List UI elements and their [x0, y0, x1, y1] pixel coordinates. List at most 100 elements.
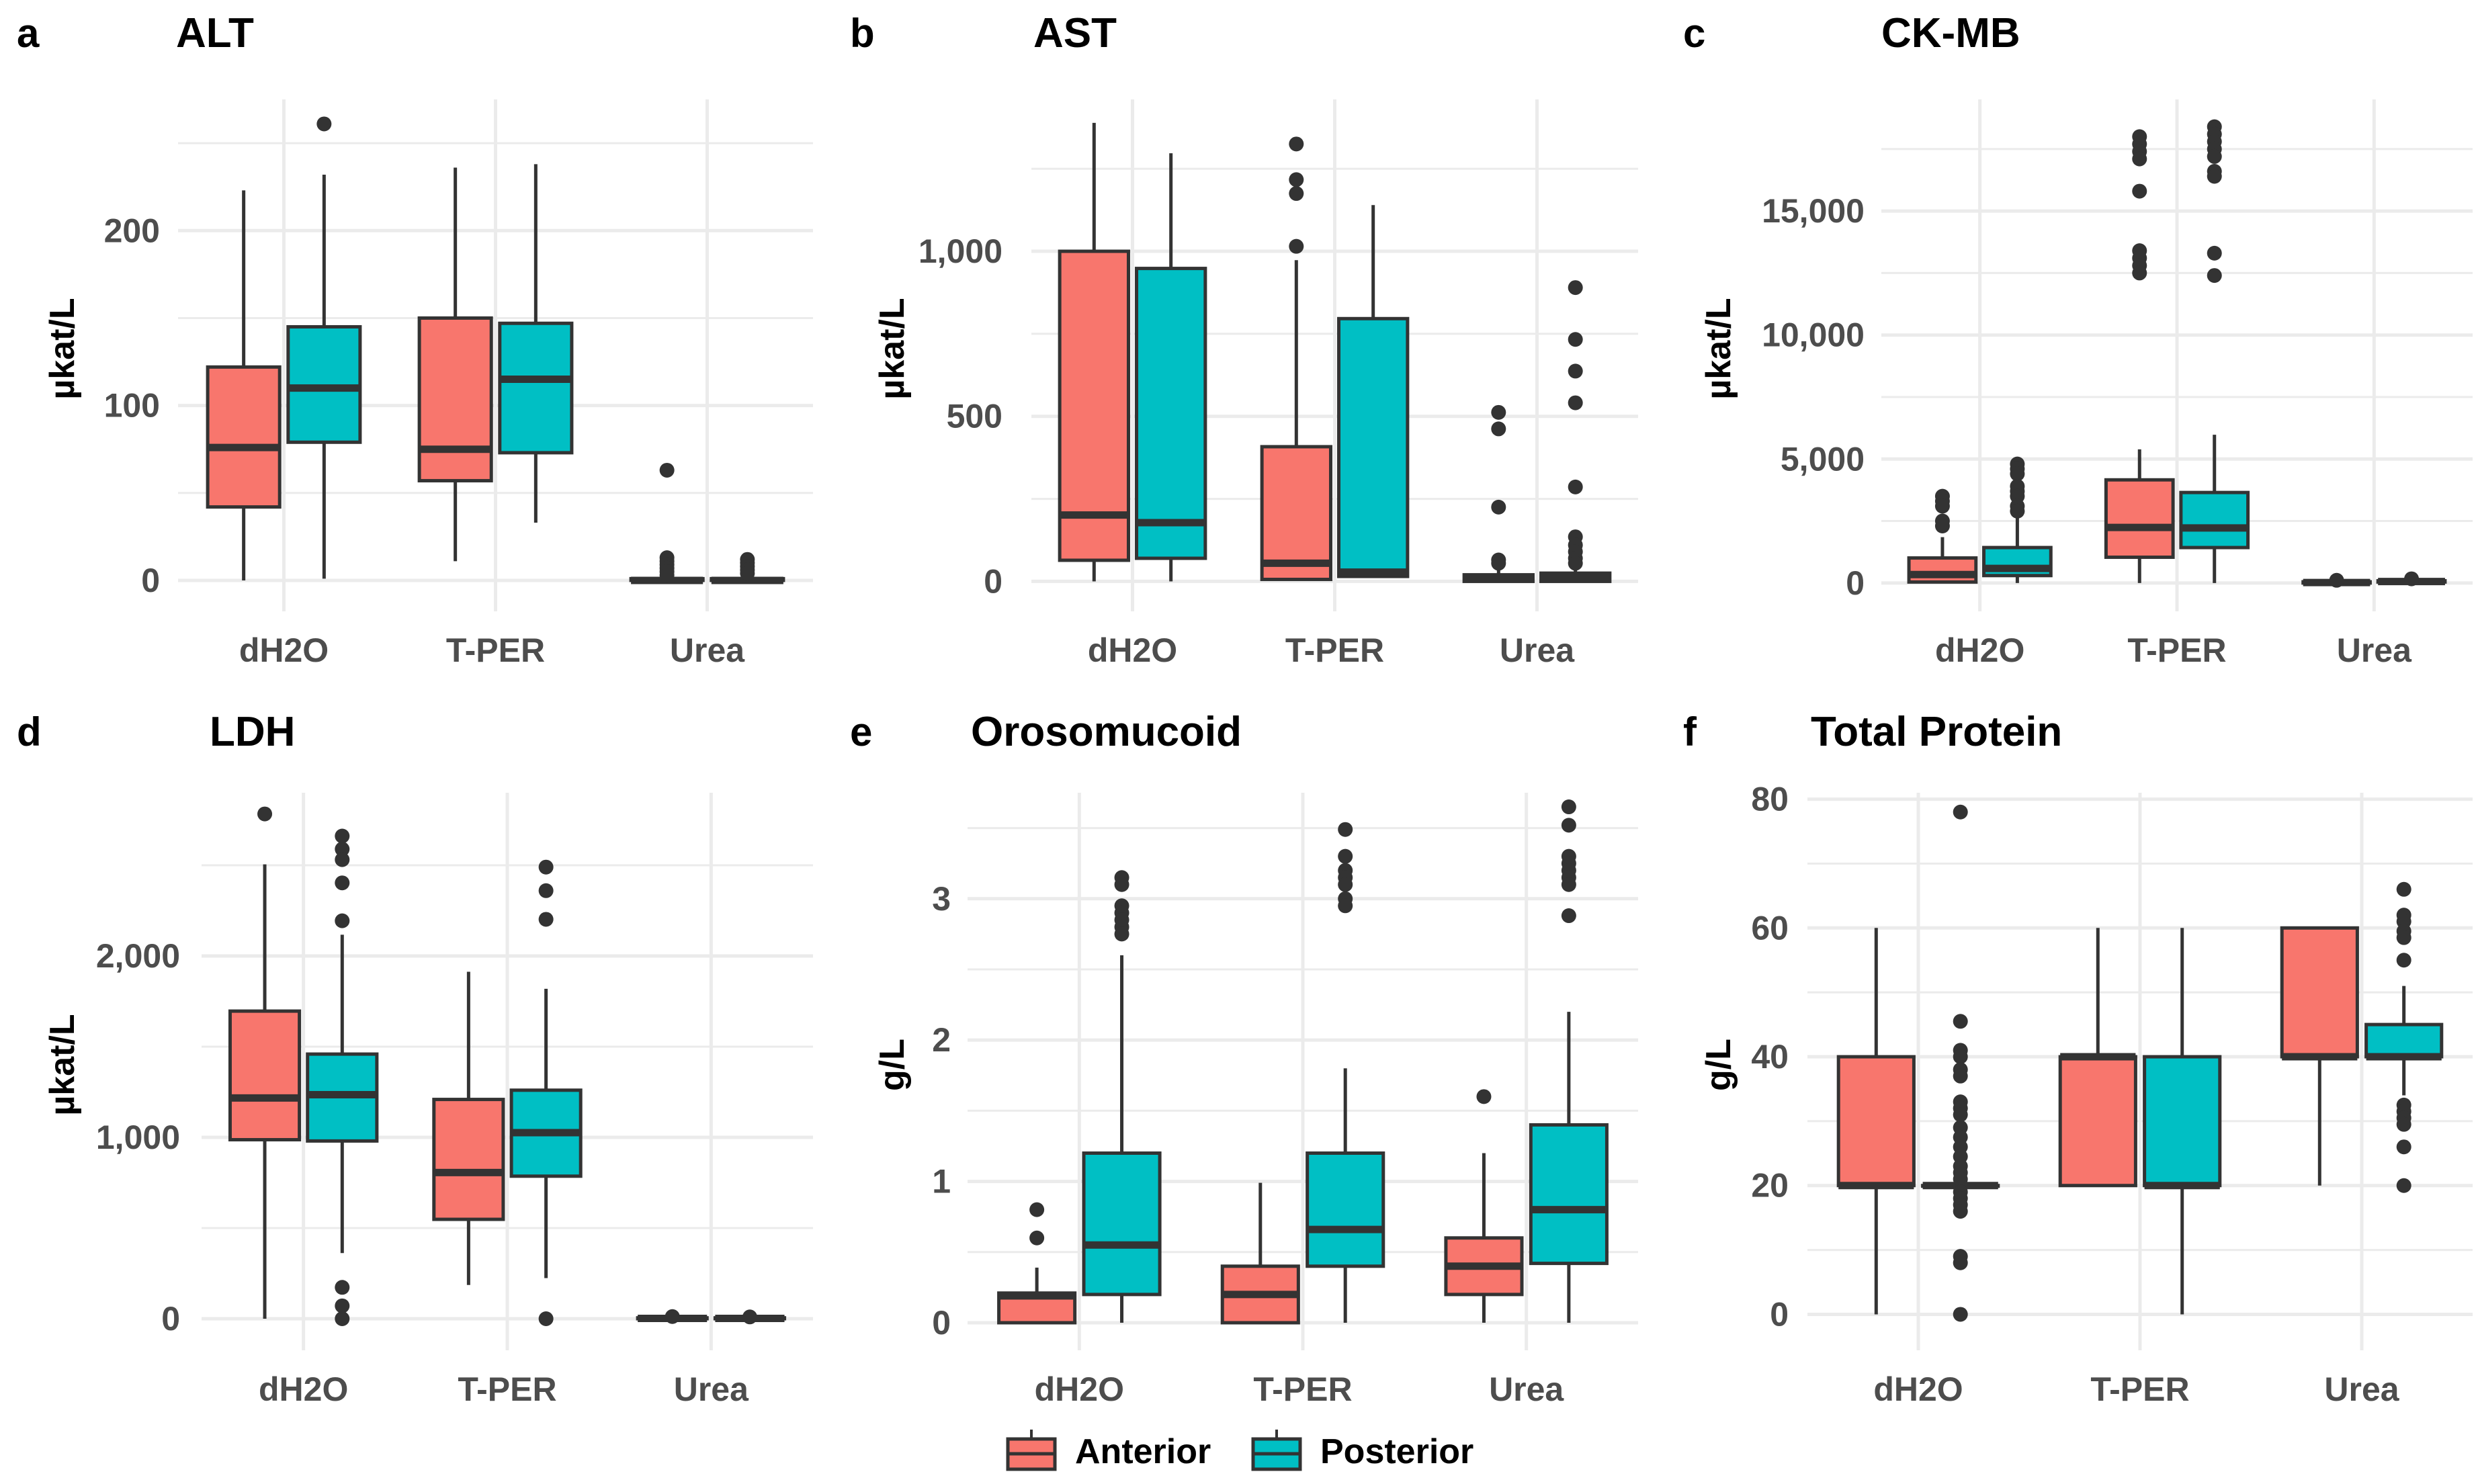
outlier-point — [1476, 1089, 1492, 1104]
box-iqr — [1082, 1151, 1162, 1297]
outlier-point — [1568, 395, 1583, 410]
panel-letter: d — [17, 709, 42, 754]
outlier-point — [335, 875, 350, 891]
box-anterior-dh2o — [206, 190, 282, 580]
box-posterior-t-per — [509, 859, 583, 1326]
outlier-point — [335, 841, 350, 857]
y-tick-label: 10,000 — [1762, 316, 1865, 354]
box-posterior-urea — [713, 1309, 787, 1325]
box-posterior-t-per — [2143, 928, 2222, 1315]
box-iqr — [1306, 1151, 1385, 1268]
outlier-point — [1561, 877, 1576, 892]
y-tick-label: 0 — [984, 562, 1002, 600]
outlier-point — [1568, 280, 1583, 296]
panel-title: Total Protein — [1811, 709, 2062, 755]
box-posterior-t-per — [2179, 119, 2250, 583]
outlier-point — [1953, 1107, 1968, 1123]
box-iqr — [2058, 1055, 2137, 1188]
y-tick-label: 0 — [141, 562, 160, 599]
y-axis-label: g/L — [1699, 1039, 1738, 1091]
panel-c: c CK-MB 0 5,000 10,000 15,000 dH2O T-PER Urea µka… — [1683, 10, 2473, 669]
y-tick-label: 0 — [932, 1304, 951, 1342]
y-tick-label: 100 — [104, 387, 160, 425]
panel-letter: b — [850, 11, 875, 56]
y-tick-label: 40 — [1751, 1038, 1789, 1076]
box-anterior-urea — [629, 462, 705, 584]
outlier-point — [1338, 822, 1353, 837]
panel-letter: e — [850, 709, 872, 754]
box-posterior-dh2o — [1135, 153, 1207, 582]
outlier-point — [1029, 1202, 1045, 1217]
outlier-point — [2396, 1117, 2411, 1132]
outlier-point — [335, 1311, 350, 1326]
outlier-point — [1029, 1230, 1045, 1246]
panel-d: d LDH 0 1,000 2,000 dH2O T-PER Urea µkat/L — [17, 709, 813, 1408]
outlier-point — [1568, 332, 1583, 347]
outlier-point — [2207, 245, 2222, 261]
box-anterior-t-per — [2058, 928, 2137, 1188]
panel-letter: a — [17, 11, 40, 56]
outlier-point — [742, 1309, 757, 1325]
box-posterior-urea — [710, 552, 785, 584]
box-anterior-dh2o — [1907, 488, 1978, 584]
panel-letter: c — [1683, 11, 1705, 56]
box-iqr — [2143, 1055, 2222, 1188]
box-posterior-urea — [1539, 280, 1612, 583]
outlier-point — [1491, 404, 1506, 420]
box-iqr — [1907, 556, 1978, 584]
box-iqr — [1260, 445, 1332, 581]
legend: Anterior Posterior — [1006, 1430, 1473, 1471]
outlier-point — [2396, 881, 2411, 897]
panel-a: a ALT 0 100 200 dH2O T-PER Urea µkat/L — [17, 10, 813, 669]
box-iqr — [498, 321, 574, 455]
x-tick-label: T-PER — [458, 1370, 556, 1408]
box-anterior-dh2o — [997, 1202, 1077, 1325]
outlier-point — [2207, 148, 2222, 164]
box-anterior-urea — [2280, 926, 2359, 1186]
outlier-point — [1953, 1204, 1968, 1219]
x-tick-label: Urea — [674, 1370, 749, 1408]
outlier-point — [2207, 169, 2222, 184]
outlier-point — [740, 566, 755, 581]
y-axis-label: µkat/L — [1699, 298, 1738, 399]
y-tick-label: 500 — [947, 398, 1002, 435]
legend-label: Posterior — [1320, 1432, 1473, 1471]
box-anterior-urea — [636, 1309, 709, 1324]
outlier-point — [2132, 151, 2147, 167]
panel-b: b AST 0 500 1,000 dH2O T-PER Urea µkat/L — [850, 10, 1638, 669]
outlier-point — [316, 116, 332, 132]
outlier-point — [1491, 556, 1506, 571]
outlier-point — [1953, 804, 1968, 820]
panel-title: Orosomucoid — [971, 709, 1242, 755]
x-tick-label: T-PER — [2127, 631, 2226, 669]
outlier-point — [2404, 571, 2420, 586]
y-tick-label: 20 — [1751, 1167, 1789, 1205]
outlier-point — [335, 913, 350, 928]
box-anterior-t-per — [1220, 1182, 1300, 1325]
outlier-point — [1289, 136, 1304, 152]
x-tick-label: dH2O — [1873, 1370, 1963, 1408]
box-anterior-dh2o — [228, 806, 302, 1319]
outlier-point — [1934, 518, 1950, 533]
x-tick-label: T-PER — [1253, 1370, 1352, 1408]
outlier-point — [1338, 848, 1353, 864]
y-tick-label: 60 — [1751, 909, 1789, 947]
x-tick-label: dH2O — [1088, 631, 1177, 669]
box-iqr — [2179, 490, 2250, 550]
panel-e: e Orosomucoid 0 1 2 3 dH2O T-PER Urea g/L — [850, 709, 1638, 1408]
legend-item-posterior: Posterior — [1251, 1430, 1473, 1471]
outlier-point — [2329, 572, 2344, 588]
outlier-point — [335, 1298, 350, 1313]
box-posterior-dh2o — [1982, 456, 2053, 583]
x-tick-label: dH2O — [1935, 631, 2024, 669]
y-tick-label: 1 — [932, 1163, 951, 1201]
y-tick-label: 15,000 — [1762, 192, 1865, 230]
outlier-point — [1491, 421, 1506, 437]
legend-item-anterior: Anterior — [1006, 1430, 1211, 1471]
box-anterior-t-per — [432, 971, 505, 1285]
outlier-point — [1568, 479, 1583, 494]
outlier-point — [335, 852, 350, 867]
outlier-point — [1114, 877, 1129, 892]
outlier-point — [538, 859, 554, 875]
